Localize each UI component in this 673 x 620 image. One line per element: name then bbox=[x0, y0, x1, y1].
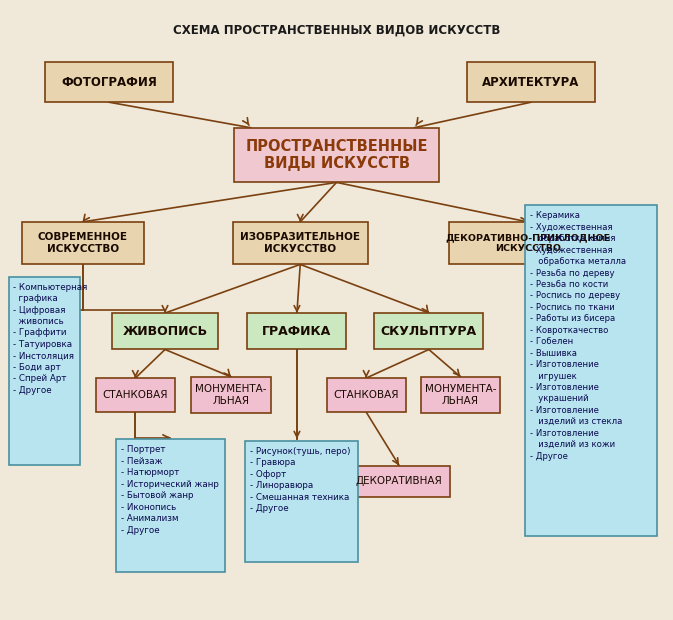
FancyBboxPatch shape bbox=[374, 313, 483, 350]
Text: СОВРЕМЕННОЕ
ИСКУССТВО: СОВРЕМЕННОЕ ИСКУССТВО bbox=[38, 232, 128, 254]
Text: ГРАФИКА: ГРАФИКА bbox=[262, 325, 332, 338]
FancyBboxPatch shape bbox=[525, 205, 657, 536]
FancyBboxPatch shape bbox=[233, 222, 368, 265]
Text: - Портрет
- Пейзаж
- Натюрморт
- Исторический жанр
- Бытовой жанр
- Иконопись
- : - Портрет - Пейзаж - Натюрморт - Историч… bbox=[120, 446, 218, 534]
FancyBboxPatch shape bbox=[116, 440, 225, 572]
FancyBboxPatch shape bbox=[9, 277, 80, 465]
FancyBboxPatch shape bbox=[449, 222, 607, 265]
Text: ИЗОБРАЗИТЕЛЬНОЕ
ИСКУССТВО: ИЗОБРАЗИТЕЛЬНОЕ ИСКУССТВО bbox=[240, 232, 360, 254]
Text: ДЕКОРАТИВНАЯ: ДЕКОРАТИВНАЯ bbox=[356, 476, 443, 486]
FancyBboxPatch shape bbox=[112, 313, 218, 350]
FancyBboxPatch shape bbox=[234, 128, 439, 182]
Text: ЖИВОПИСЬ: ЖИВОПИСЬ bbox=[122, 325, 207, 338]
Text: ДЕКОРАТИВНО-ПРИКЛОДНОЕ
ИСКУССТВО: ДЕКОРАТИВНО-ПРИКЛОДНОЕ ИСКУССТВО bbox=[446, 234, 610, 253]
Text: ФОТОГРАФИЯ: ФОТОГРАФИЯ bbox=[61, 76, 157, 89]
FancyBboxPatch shape bbox=[22, 222, 143, 265]
FancyBboxPatch shape bbox=[421, 377, 500, 414]
Text: МОНУМЕНТА-
ЛЬНАЯ: МОНУМЕНТА- ЛЬНАЯ bbox=[195, 384, 267, 406]
Text: СТАНКОВАЯ: СТАНКОВАЯ bbox=[333, 390, 399, 400]
FancyBboxPatch shape bbox=[44, 63, 173, 102]
Text: - Рисунок(тушь, перо)
- Гравюра
- Офорт
- Линоравюра
- Смешанная техника
- Друго: - Рисунок(тушь, перо) - Гравюра - Офорт … bbox=[250, 446, 351, 513]
Text: СХЕМА ПРОСТРАНСТВЕННЫХ ВИДОВ ИСКУССТВ: СХЕМА ПРОСТРАНСТВЕННЫХ ВИДОВ ИСКУССТВ bbox=[173, 24, 500, 37]
FancyBboxPatch shape bbox=[248, 313, 347, 350]
FancyBboxPatch shape bbox=[326, 378, 406, 412]
Text: СТАНКОВАЯ: СТАНКОВАЯ bbox=[102, 390, 168, 400]
FancyBboxPatch shape bbox=[96, 378, 175, 412]
FancyBboxPatch shape bbox=[348, 466, 450, 497]
Text: МОНУМЕНТА-
ЛЬНАЯ: МОНУМЕНТА- ЛЬНАЯ bbox=[425, 384, 496, 406]
Text: СКУЛЬПТУРА: СКУЛЬПТУРА bbox=[381, 325, 477, 338]
FancyBboxPatch shape bbox=[191, 377, 271, 414]
Text: АРХИТЕКТУРА: АРХИТЕКТУРА bbox=[483, 76, 579, 89]
FancyBboxPatch shape bbox=[467, 63, 596, 102]
Text: - Керамика
- Художественная
   обработка камня
- Художественная
   обработка мет: - Керамика - Художественная обработка ка… bbox=[530, 211, 626, 461]
FancyBboxPatch shape bbox=[246, 441, 357, 562]
Text: ПРОСТРАНСТВЕННЫЕ
ВИДЫ ИСКУССТВ: ПРОСТРАНСТВЕННЫЕ ВИДЫ ИСКУССТВ bbox=[245, 139, 428, 171]
Text: - Компьютерная
  графика
- Цифровая
  живопись
- Граффити
- Татуировка
- Инстоля: - Компьютерная графика - Цифровая живопи… bbox=[13, 283, 87, 395]
